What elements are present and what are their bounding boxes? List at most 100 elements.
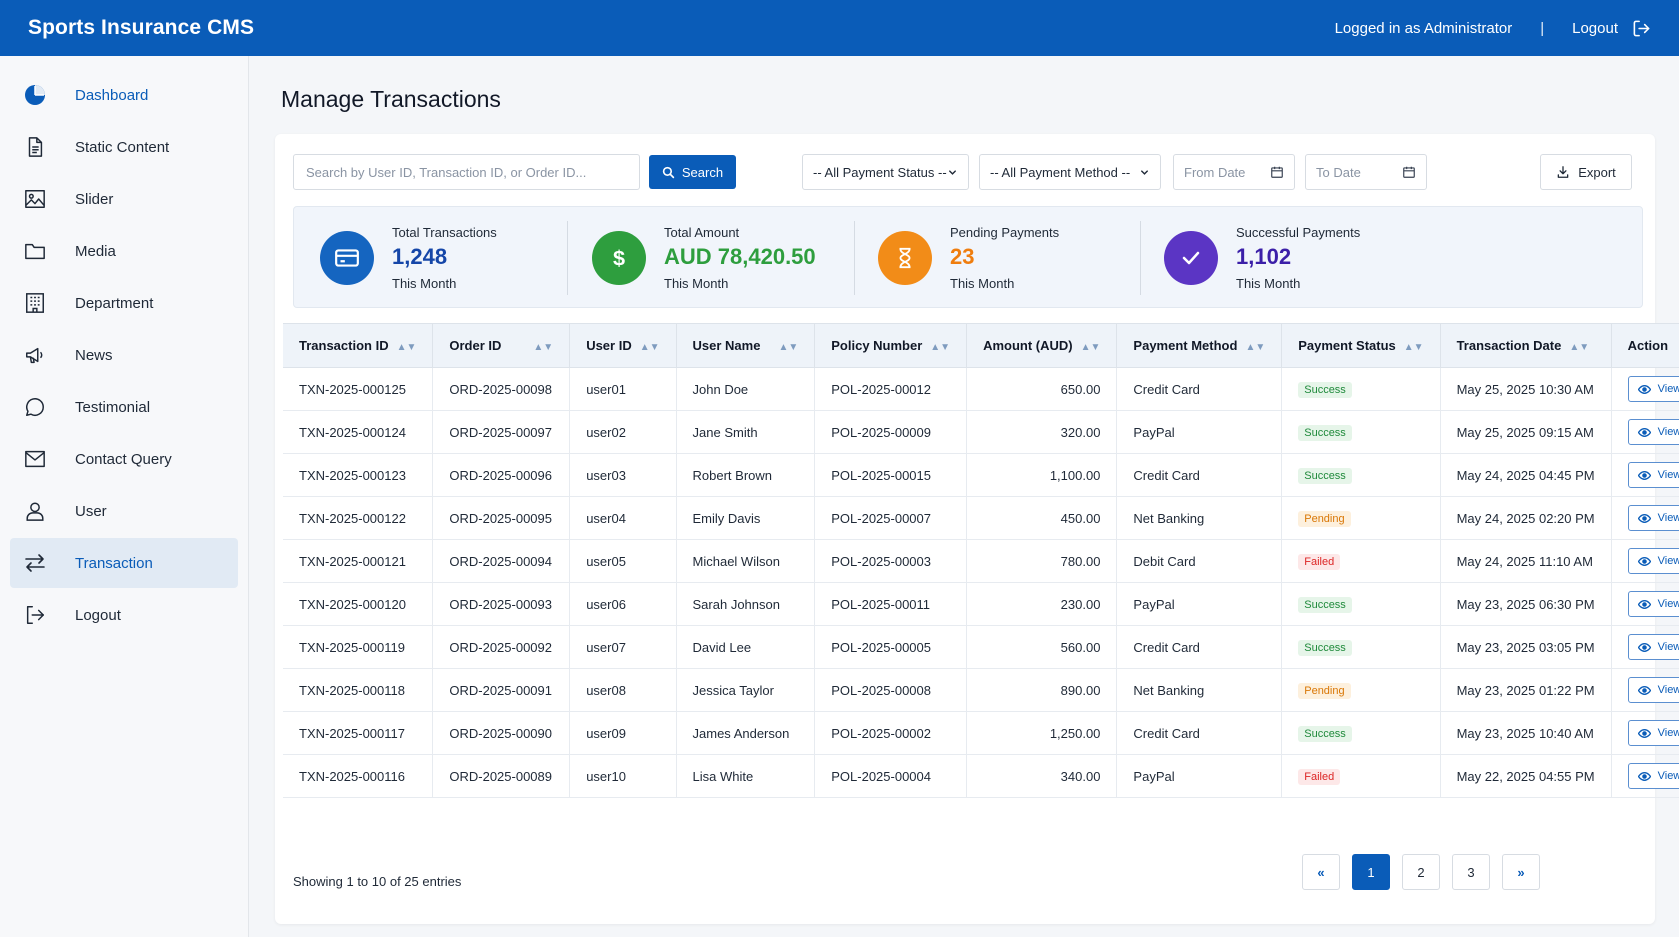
user-name-cell: Lisa White: [676, 754, 816, 798]
user-name-cell: Michael Wilson: [676, 539, 816, 583]
column-header-amount[interactable]: Amount (AUD) ▲▼: [966, 323, 1118, 368]
user-name-cell: John Doe: [676, 367, 816, 411]
filter-toolbar: Search -- All Payment Status -- -- All P…: [293, 154, 1643, 190]
to-date-input[interactable]: To Date: [1305, 154, 1427, 190]
view-details-button[interactable]: View Details: [1627, 462, 1679, 488]
view-details-button[interactable]: View Details: [1627, 419, 1679, 445]
transaction-id-cell: TXN-2025-000119: [283, 625, 434, 669]
entries-info: Showing 1 to 10 of 25 entries: [293, 874, 462, 889]
payment-status-select[interactable]: -- All Payment Status --: [802, 154, 969, 190]
column-header-transaction-date[interactable]: Transaction Date ▲▼: [1440, 323, 1612, 368]
main-content: Manage Transactions Search -- All Paymen…: [249, 56, 1679, 937]
view-details-button[interactable]: View Details: [1627, 720, 1679, 746]
status-badge: Failed: [1298, 553, 1341, 570]
column-header-user-name[interactable]: User Name ▲▼: [676, 323, 816, 368]
envelope-icon: [22, 446, 48, 472]
eye-icon: [1637, 470, 1651, 480]
pagination-page-1[interactable]: 1: [1352, 854, 1390, 890]
from-date-placeholder: From Date: [1184, 164, 1246, 180]
column-header-payment-method[interactable]: Payment Method ▲▼: [1116, 323, 1283, 368]
sidebar-item-dashboard[interactable]: Dashboard: [10, 70, 238, 120]
column-header-label: Order ID: [449, 338, 502, 353]
action-cell: View Details: [1611, 453, 1679, 497]
user-name-cell: James Anderson: [676, 711, 816, 755]
pagination-page-3[interactable]: 3: [1452, 854, 1490, 890]
sidebar-item-user[interactable]: User: [10, 486, 238, 536]
image-icon: [22, 186, 48, 212]
transaction-date-cell: May 24, 2025 02:20 PM: [1440, 496, 1612, 540]
sidebar-item-transaction[interactable]: Transaction: [10, 538, 238, 588]
payment-method-select[interactable]: -- All Payment Method --: [979, 154, 1161, 190]
search-icon: [662, 166, 675, 178]
sort-icon: ▲▼: [533, 342, 554, 353]
user-id-cell: user06: [569, 582, 677, 626]
action-cell: View Details: [1611, 711, 1679, 755]
column-header-order-id[interactable]: Order ID ▲▼: [432, 323, 571, 368]
pagination-page-2[interactable]: 2: [1402, 854, 1440, 890]
stat-title: Pending Payments: [950, 225, 1060, 240]
column-header-policy-number[interactable]: Policy Number ▲▼: [814, 323, 968, 368]
pagination-next-button[interactable]: »: [1502, 854, 1540, 890]
amount-cell: 230.00: [966, 582, 1118, 626]
order-id-cell: ORD-2025-00094: [432, 539, 571, 583]
transaction-date-cell: May 24, 2025 04:45 PM: [1440, 453, 1612, 497]
policy-number-cell: POL-2025-00011: [814, 582, 968, 626]
action-cell: View Details: [1611, 410, 1679, 454]
view-details-button[interactable]: View Details: [1627, 763, 1679, 789]
policy-number-cell: POL-2025-00003: [814, 539, 968, 583]
sidebar-item-label: Transaction: [75, 554, 153, 572]
payment-status-cell: Success: [1281, 711, 1441, 755]
table-row: TXN-2025-000118 ORD-2025-00091 user08 Jessi…: [283, 668, 1679, 712]
header-logout-button[interactable]: Logout: [1572, 19, 1651, 38]
amount-cell: 340.00: [966, 754, 1118, 798]
search-button[interactable]: Search: [649, 155, 736, 189]
column-header-payment-status[interactable]: Payment Status ▲▼: [1281, 323, 1441, 368]
transaction-date-cell: May 25, 2025 10:30 AM: [1440, 367, 1612, 411]
table-row: TXN-2025-000124 ORD-2025-00097 user02 Jane …: [283, 410, 1679, 454]
transaction-id-cell: TXN-2025-000124: [283, 410, 434, 454]
view-details-button[interactable]: View Details: [1627, 376, 1679, 402]
chevron-down-icon: [949, 169, 956, 175]
sidebar-item-department[interactable]: Department: [10, 278, 238, 328]
payment-status-value: -- All Payment Status --: [813, 164, 947, 180]
view-details-button[interactable]: View Details: [1627, 505, 1679, 531]
sidebar-item-contact-query[interactable]: Contact Query: [10, 434, 238, 484]
sidebar-item-testimonial[interactable]: Testimonial: [10, 382, 238, 432]
policy-number-cell: POL-2025-00012: [814, 367, 968, 411]
export-button[interactable]: Export: [1540, 154, 1632, 190]
table-row: TXN-2025-000116 ORD-2025-00089 user10 Lisa …: [283, 754, 1679, 798]
sidebar-item-media[interactable]: Media: [10, 226, 238, 276]
sidebar-item-logout[interactable]: Logout: [10, 590, 238, 640]
column-header-user-id[interactable]: User ID ▲▼: [569, 323, 677, 368]
user-name-cell: David Lee: [676, 625, 816, 669]
view-details-button[interactable]: View Details: [1627, 548, 1679, 574]
to-date-placeholder: To Date: [1316, 164, 1361, 180]
pagination: « 1 2 3 »: [1302, 854, 1540, 890]
sort-icon: ▲▼: [778, 342, 799, 353]
view-details-button[interactable]: View Details: [1627, 677, 1679, 703]
order-id-cell: ORD-2025-00091: [432, 668, 571, 712]
stat-pending-payments: Pending Payments 23 This Month: [878, 207, 1059, 309]
transactions-card: Search -- All Payment Status -- -- All P…: [275, 134, 1679, 924]
transaction-id-cell: TXN-2025-000122: [283, 496, 434, 540]
pagination-prev-button[interactable]: «: [1302, 854, 1340, 890]
sidebar-item-static-content[interactable]: Static Content: [10, 122, 238, 172]
payment-method-cell: PayPal: [1116, 582, 1283, 626]
view-details-button[interactable]: View Details: [1627, 591, 1679, 617]
sort-icon: ▲▼: [930, 342, 951, 353]
payment-method-cell: Credit Card: [1116, 453, 1283, 497]
status-badge: Pending: [1298, 682, 1351, 699]
action-cell: View Details: [1611, 367, 1679, 411]
sidebar-item-slider[interactable]: Slider: [10, 174, 238, 224]
search-input[interactable]: [293, 154, 640, 190]
transaction-id-cell: TXN-2025-000125: [283, 367, 434, 411]
sidebar: Dashboard Static Content Slider Media De…: [0, 56, 249, 937]
policy-number-cell: POL-2025-00008: [814, 668, 968, 712]
transaction-date-cell: May 24, 2025 11:10 AM: [1440, 539, 1612, 583]
column-header-transaction-id[interactable]: Transaction ID ▲▼: [283, 323, 434, 368]
status-badge: Success: [1298, 725, 1352, 742]
dollar-icon: $: [592, 231, 646, 285]
view-details-button[interactable]: View Details: [1627, 634, 1679, 660]
from-date-input[interactable]: From Date: [1173, 154, 1295, 190]
sidebar-item-news[interactable]: News: [10, 330, 238, 380]
